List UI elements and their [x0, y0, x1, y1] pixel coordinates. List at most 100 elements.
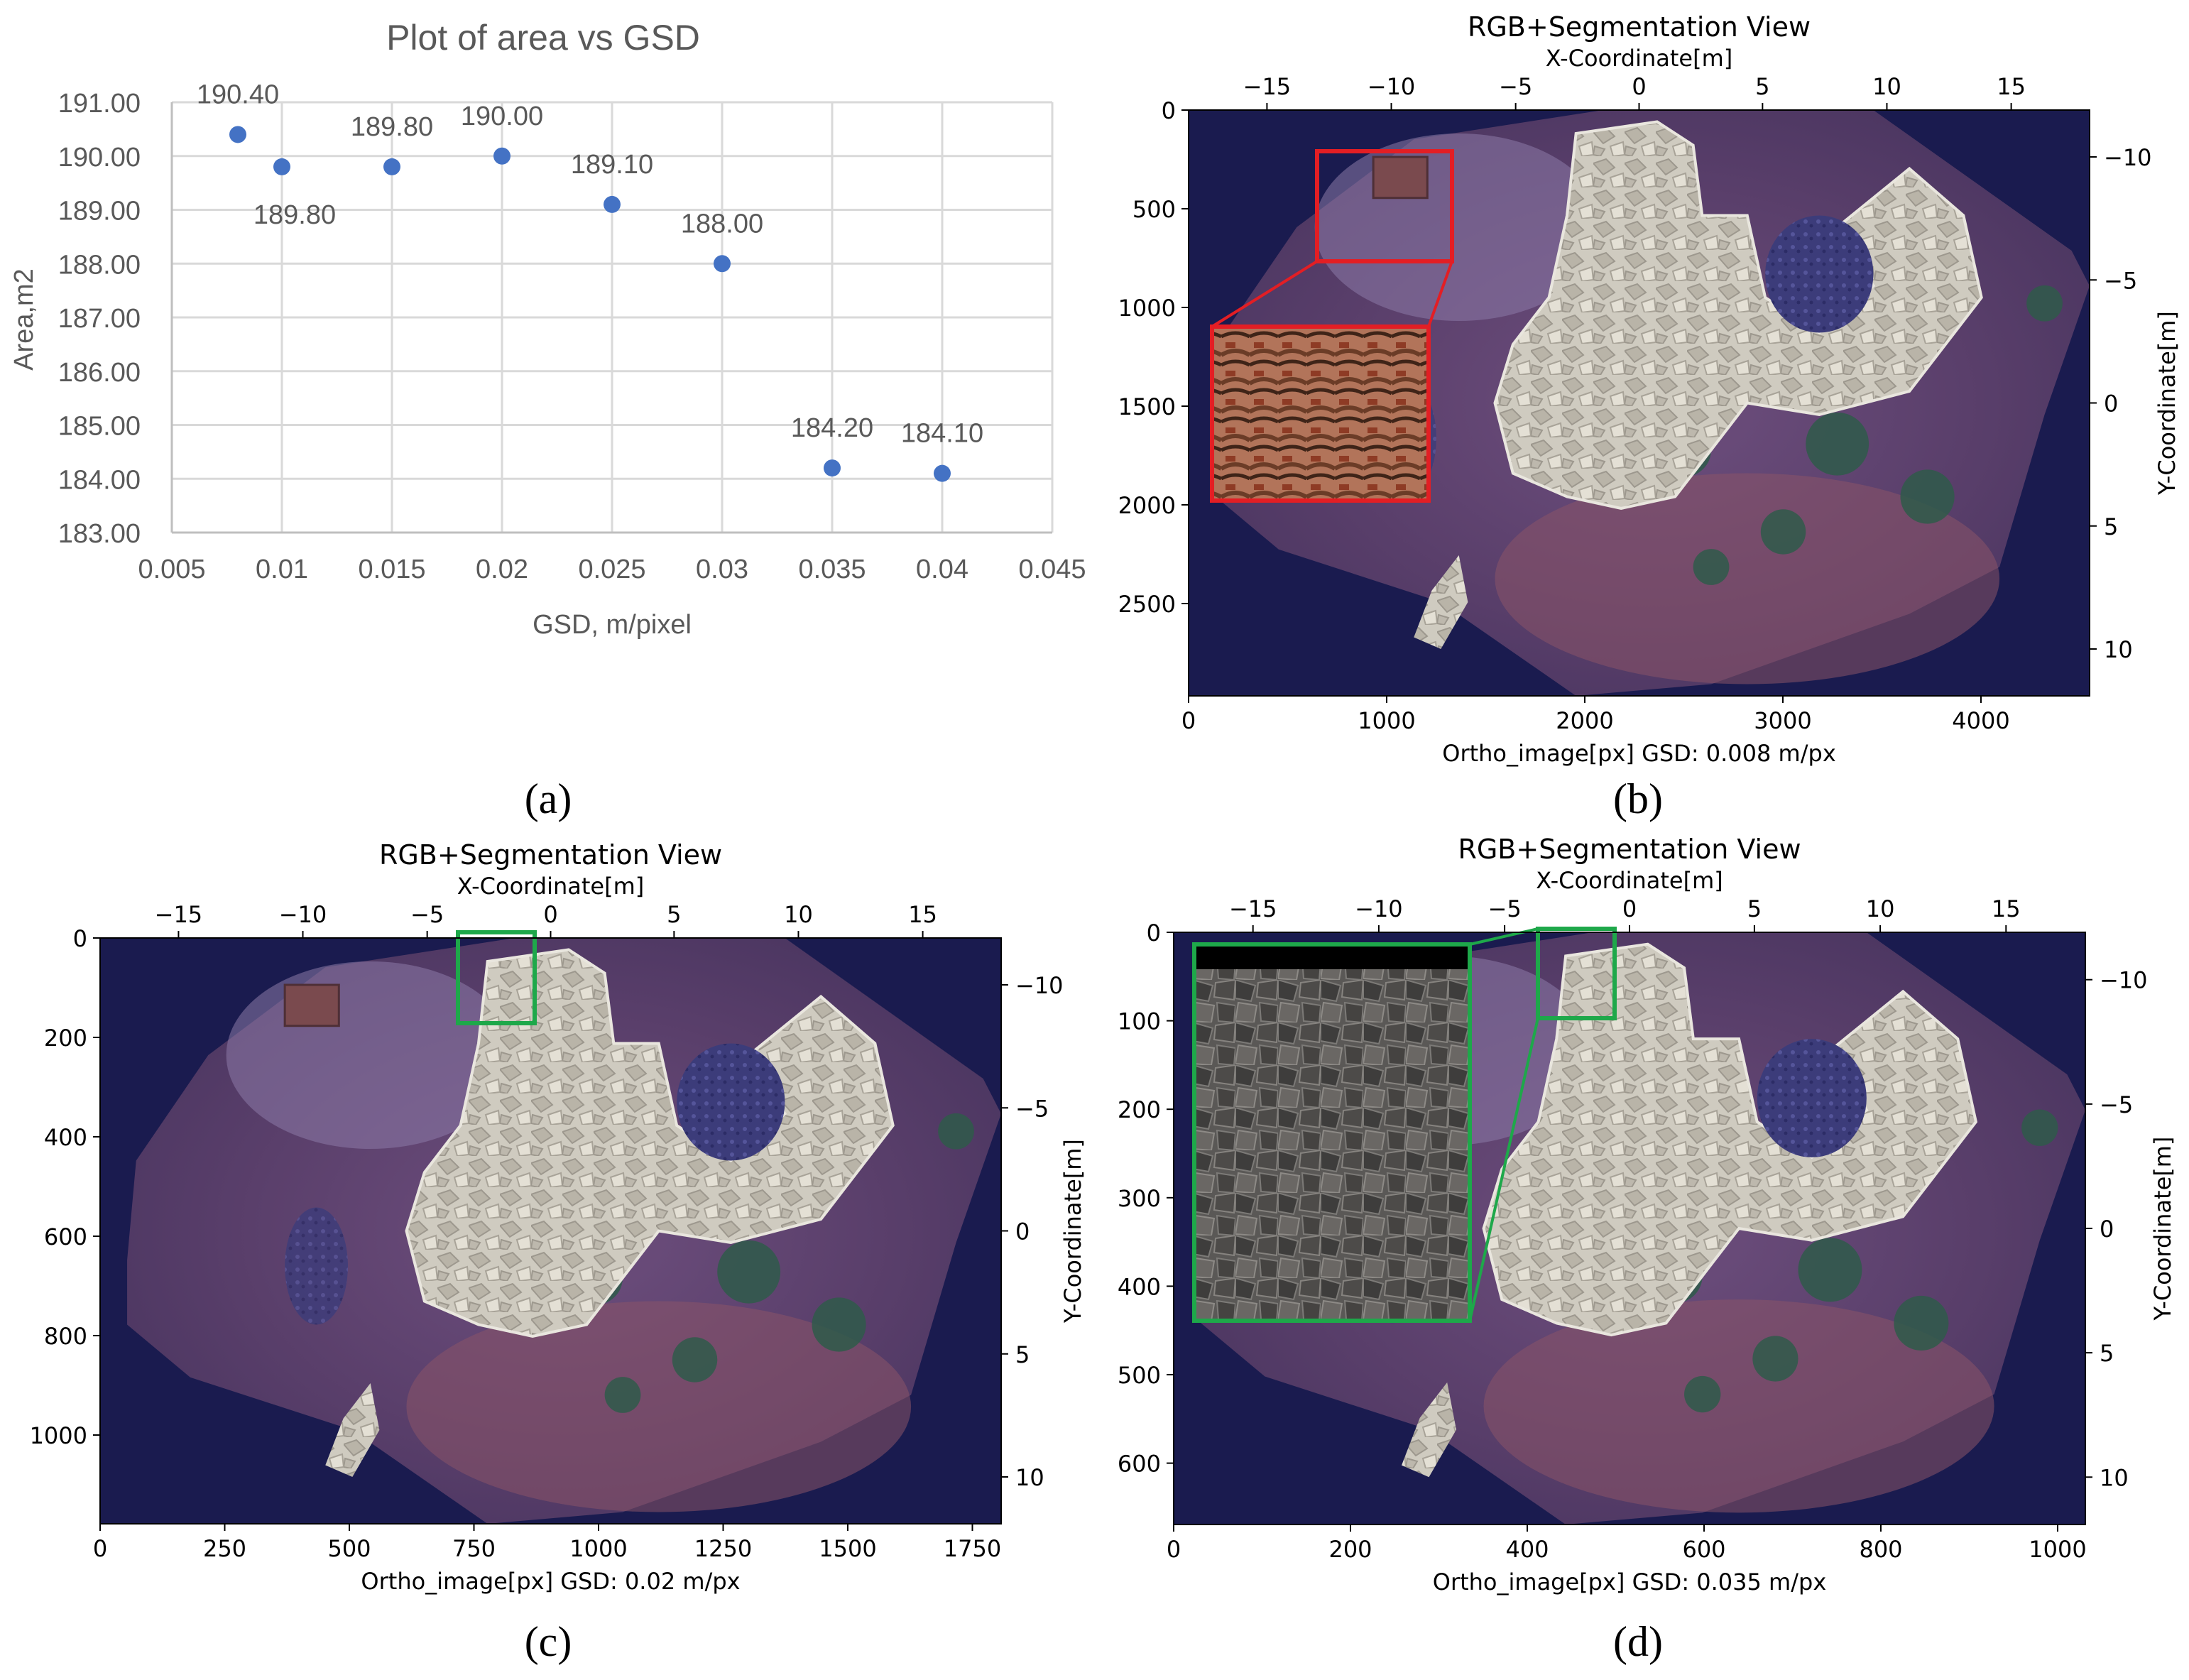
top-tick-label: 5 [1747, 895, 1762, 922]
top-tick-label: 10 [1866, 895, 1895, 922]
vegetation-patch [1684, 1375, 1721, 1413]
x-tick-label: 0.04 [916, 555, 968, 584]
right-axis-label: Y-Coordinate[m] [2149, 1137, 2176, 1321]
left-tick-label: 0 [73, 925, 87, 952]
left-tick-label: 0 [1162, 97, 1176, 124]
bottom-tick-label: 400 [1505, 1536, 1549, 1563]
right-tick-label: −5 [2100, 1091, 2133, 1118]
left-tick-label: 600 [44, 1223, 87, 1250]
bottom-axis-label: Ortho_image[px] GSD: 0.035 m/px [1433, 1569, 1827, 1596]
right-tick-label: −5 [1015, 1095, 1049, 1122]
soil-region [1483, 1299, 1994, 1513]
gravel-heap [1765, 215, 1874, 333]
bottom-axis-label: Ortho_image[px] GSD: 0.008 m/px [1442, 740, 1836, 767]
right-tick-label: 5 [2104, 513, 2118, 540]
left-tick-label: 2500 [1118, 591, 1176, 618]
data-point [934, 464, 951, 482]
y-tick-label: 188.00 [58, 250, 141, 280]
vegetation-patch [604, 1377, 641, 1413]
top-tick-label: −15 [1243, 73, 1292, 100]
scatter-chart-a: Plot of area vs GSD 183.00 184.00 185.00 186… [9, 18, 1086, 640]
panel-title: RGB+Segmentation View [379, 839, 722, 871]
vegetation-patch [812, 1297, 866, 1352]
bottom-tick-label: 1500 [819, 1535, 876, 1562]
right-axis-label: Y-Coordinate[m] [1059, 1139, 1086, 1324]
top-tick-label: 10 [784, 901, 813, 928]
vegetation-patch [2026, 285, 2063, 322]
zoom-connector [1468, 1018, 1539, 1321]
zoom-inset [1192, 942, 1472, 1323]
right-tick-label: 0 [2100, 1216, 2114, 1243]
top-tick-label: 0 [1622, 895, 1637, 922]
data-label: 189.10 [571, 150, 653, 180]
top-tick-label: 15 [1992, 895, 2021, 922]
debris-object [1372, 156, 1429, 200]
vegetation-patch [717, 1240, 781, 1304]
top-tick-label: −15 [155, 901, 203, 928]
bottom-tick-label: 0 [1181, 707, 1196, 734]
data-label: 189.80 [253, 200, 336, 230]
data-label: 189.80 [351, 112, 433, 142]
data-label: 188.00 [681, 209, 763, 239]
panel-title: RGB+Segmentation View [1458, 834, 1801, 865]
rock-pile-segmentation [1482, 942, 1978, 1337]
top-tick-label: −5 [1499, 73, 1532, 100]
bottom-tick-label: 500 [327, 1535, 371, 1562]
rock-pile-segmentation [405, 948, 895, 1338]
data-point [273, 158, 290, 175]
bottom-tick-label: 1250 [694, 1535, 752, 1562]
data-point [604, 195, 621, 213]
rock-fragment [1402, 1382, 1457, 1478]
highlight-box [456, 930, 537, 1025]
vegetation-patch [1900, 469, 1955, 524]
soil-region [1495, 473, 2000, 684]
data-point [229, 126, 246, 143]
zoom-connector [1211, 260, 1319, 328]
y-axis-label: Area,m2 [9, 268, 39, 371]
highlight-box [1536, 927, 1617, 1020]
data-label: 190.40 [197, 80, 279, 109]
bottom-tick-label: 800 [1859, 1536, 1902, 1563]
data-point [383, 158, 400, 175]
left-tick-label: 200 [44, 1025, 87, 1052]
bottom-tick-label: 1000 [569, 1535, 627, 1562]
y-tick-label: 191.00 [58, 89, 141, 119]
x-tick-label: 0.025 [578, 555, 645, 584]
left-tick-label: 200 [1118, 1096, 1161, 1123]
rock-fragment [1414, 555, 1468, 649]
right-tick-label: 0 [1015, 1218, 1030, 1245]
x-tick-label: 0.01 [256, 555, 308, 584]
vegetation-patch [1693, 549, 1730, 585]
y-tick-label: 189.00 [58, 197, 141, 227]
bottom-tick-label: 0 [93, 1535, 107, 1562]
right-tick-label: −10 [2104, 144, 2152, 171]
right-tick-label: 0 [2104, 391, 2118, 418]
vegetation-patch [1752, 1336, 1798, 1382]
bottom-tick-label: 600 [1682, 1536, 1725, 1563]
caption-b: (b) [1613, 775, 1663, 822]
right-tick-label: −10 [1015, 972, 1064, 999]
bottom-tick-label: 250 [203, 1535, 246, 1562]
top-tick-label: −10 [1355, 895, 1403, 922]
top-axis-label: X-Coordinate[m] [1546, 45, 1732, 72]
x-axis-label: GSD, m/pixel [533, 610, 692, 640]
x-tick-label: 0.035 [798, 555, 866, 584]
bottom-tick-label: 0 [1167, 1536, 1181, 1563]
right-tick-label: 10 [1015, 1464, 1044, 1491]
bottom-tick-label: 1750 [944, 1535, 1001, 1562]
data-label: 190.00 [461, 102, 543, 131]
y-tick-label: 190.00 [58, 143, 141, 173]
vegetation-patch [1894, 1295, 1949, 1351]
vegetation-patch [672, 1337, 718, 1382]
y-tick-label: 185.00 [58, 412, 141, 442]
gravel-patch [285, 1207, 348, 1325]
left-tick-label: 100 [1118, 1008, 1161, 1035]
top-tick-label: −10 [1368, 73, 1416, 100]
gravel-heap [677, 1043, 785, 1161]
chart-title: Plot of area vs GSD [386, 18, 700, 58]
caption-c: (c) [525, 1618, 572, 1665]
bottom-axis-label: Ortho_image[px] GSD: 0.02 m/px [361, 1568, 740, 1595]
